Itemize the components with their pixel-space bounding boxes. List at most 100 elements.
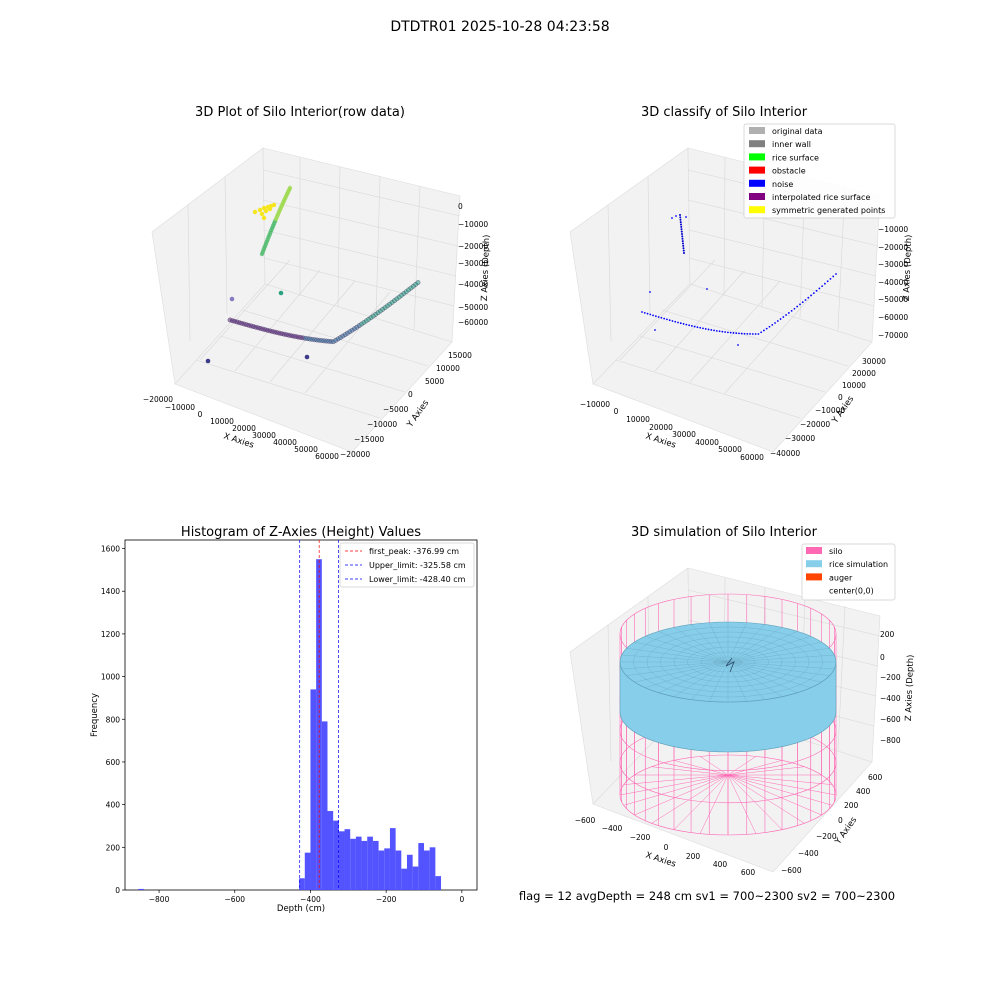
panel1-ztick: −30000 [458,259,488,268]
noise-point [796,305,799,308]
noise-point [680,228,683,231]
panel1-point-cloud [205,185,421,364]
silo-floor-spoke [623,774,729,785]
histogram-bar [424,850,430,890]
noise-point [776,320,779,322]
histogram-title: Histogram of Z-Axies (Height) Values [181,525,421,540]
panel1-xtick: 20000 [232,424,256,433]
noise-point [793,307,796,310]
rice-mesh-spoke [727,627,783,663]
panel1-xtick: −10000 [165,403,195,412]
noise-point [713,329,715,332]
noise-point [682,244,685,247]
silo-floor-spoke [634,774,729,816]
noise-point [826,280,829,283]
noise-point [702,327,704,330]
legend-swatch [806,547,822,554]
legend-swatch [749,179,765,187]
rice-mesh-spoke [727,661,766,700]
panel1-xlabel: X Axies [222,431,255,450]
silo-floor-spoke [727,774,757,834]
noise-point [679,218,682,221]
panel-histogram: Histogram of Z-Axies (Height) Values −80… [90,525,478,914]
panel1-xtick: 40000 [273,438,297,447]
rice-mesh-spoke [626,661,729,676]
rice-mesh-spoke [727,631,798,663]
histogram-ytick-label: 400 [106,801,121,810]
panel4-ytick: 0 [838,816,843,825]
noise-point [674,320,677,323]
noise-point [785,314,788,316]
panel1-y-tick-labels: −20000 −15000 −10000 −5000 0 5000 10000 … [340,351,472,459]
rice-mesh-spoke [727,636,811,663]
panel1-ztick: −10000 [458,220,488,229]
noise-point [654,329,656,331]
rice-mesh-spoke [727,648,830,663]
noise-point [683,252,685,254]
noise-point [682,247,685,250]
panel4-title: 3D simulation of Silo Interior [631,525,818,540]
panel2-xtick: 20000 [649,423,673,432]
noise-point [754,333,757,335]
panel2-title: 3D classify of Silo Interior [641,105,808,120]
rice-mesh-spoke [621,661,729,670]
rice-mesh-spoke [645,636,729,663]
histogram-ytick-label: 1400 [101,587,120,596]
noise-point [688,324,691,327]
legend-swatch [749,140,765,148]
legend-label: noise [772,180,793,189]
noise-point [790,309,793,312]
silo-floor-spoke [727,774,837,796]
legend-swatch [749,127,765,134]
panel2-xtick: 40000 [695,438,719,447]
auger-shape [725,657,735,673]
histogram-bar [316,559,322,890]
rice-mesh-spoke [727,661,783,697]
panel2-ytick: 10000 [842,381,866,390]
panel1-ytick: 10000 [436,364,460,373]
noise-point [771,323,774,326]
raw-point [205,358,211,364]
panel-classify-3d-plot: 3D classify of Silo Interior −10000 0 10… [569,105,914,462]
noise-point [774,322,776,324]
noise-point [821,285,824,287]
noise-point [727,331,729,334]
silo-floor-spoke [651,774,729,824]
panel4-ylabel: Y Axies [833,815,860,847]
noise-point [782,316,785,318]
histogram-ytick-label: 0 [115,886,120,895]
panel4-legend-box [801,543,896,601]
histogram-ytick-label: 800 [106,715,121,724]
panel4-xtick: −200 [630,833,651,842]
panel2-xtick: 60000 [740,453,764,462]
noise-point [677,321,679,324]
histogram-bar [327,811,334,890]
noise-point [746,332,749,335]
silo-floor-spoke [727,766,805,776]
silo-floor-spoke [699,774,729,834]
panel2-ytick: 30000 [862,357,886,366]
histogram-bar [418,843,425,890]
noise-point [812,292,815,295]
panel2-ytick: 0 [838,393,843,402]
noise-point [680,223,682,226]
noise-point [729,331,732,334]
legend-label: interpolated rice surface [772,193,870,202]
panel1-zlabel: Z Axies (Depth) [480,234,492,301]
noise-point [682,323,685,325]
silo-floor-spoke [699,756,729,776]
legend-swatch [749,206,765,214]
noise-point [696,326,699,329]
raw-point [278,290,284,296]
noise-point [679,322,682,325]
noise-point [721,330,724,333]
panel2-y-tick-labels: −40000 −30000 −20000 −10000 0 10000 2000… [770,357,886,458]
histogram-bar [412,866,419,890]
histogram-bar [299,878,305,890]
silo-floor-spoke [727,774,805,824]
panel4-xtick: 200 [686,852,701,861]
rice-mesh-spoke [634,661,729,683]
noise-point [815,289,818,292]
panel4-xtick: −400 [602,824,623,833]
panel4-zlabel: Z Axies (Depth) [904,654,916,721]
